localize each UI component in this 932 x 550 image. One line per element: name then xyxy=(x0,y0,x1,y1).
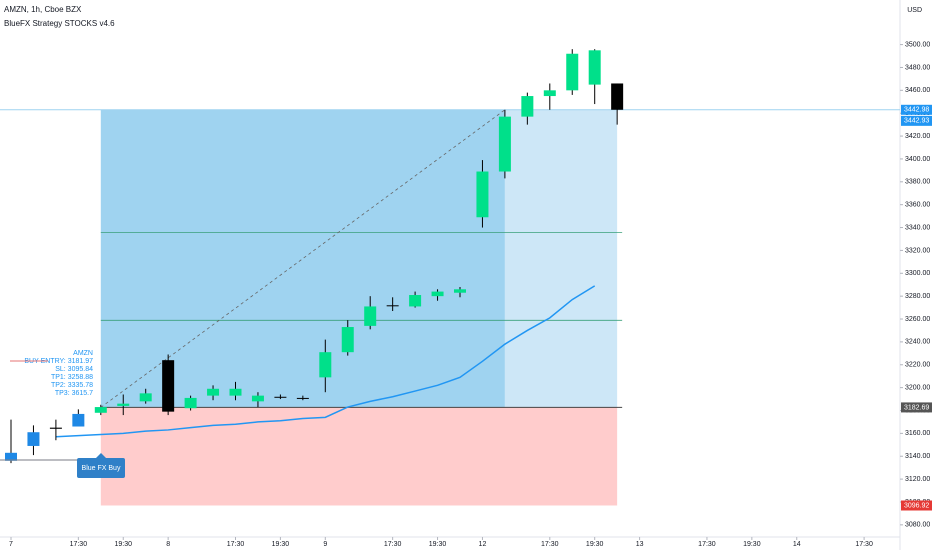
y-tick-label: 3200.00 xyxy=(905,384,930,391)
candle-body xyxy=(566,53,579,91)
moving-average xyxy=(55,285,596,438)
candle-body xyxy=(229,388,242,396)
price-label-bg xyxy=(901,500,932,511)
candle-body xyxy=(431,291,444,297)
candle-body xyxy=(498,116,511,172)
candle-body xyxy=(386,305,399,307)
signal-text: AMZN xyxy=(73,350,93,357)
x-tick-label: 19:30 xyxy=(743,541,761,548)
y-tick-label: 3080.00 xyxy=(905,522,930,529)
candle-body xyxy=(27,432,40,446)
x-tick-label: 12 xyxy=(479,541,487,548)
y-tick-label: 3280.00 xyxy=(905,293,930,300)
x-tick-label: 19:30 xyxy=(114,541,132,548)
y-tick-label: 3360.00 xyxy=(905,202,930,209)
signal-text: TP2: 3335.78 xyxy=(51,382,93,389)
y-tick-label: 3500.00 xyxy=(905,41,930,48)
x-tick-label: 7 xyxy=(9,541,13,548)
y-tick-label: 3420.00 xyxy=(905,133,930,140)
x-tick-label: 17:30 xyxy=(698,541,716,548)
candle-body xyxy=(49,427,62,429)
signal-text: TP1: 3258.88 xyxy=(51,374,93,381)
candle-body xyxy=(543,90,556,97)
price-label: 3442.93 xyxy=(904,118,929,125)
y-tick-label: 3340.00 xyxy=(905,224,930,231)
y-tick-label: 3380.00 xyxy=(905,179,930,186)
candle-body xyxy=(611,83,624,110)
x-tick-label: 17:30 xyxy=(855,541,873,548)
profit-zone-ext xyxy=(504,109,618,408)
y-tick-label: 3240.00 xyxy=(905,339,930,346)
x-tick-label: 17:30 xyxy=(70,541,88,548)
candle-body xyxy=(274,396,287,398)
x-tick-label: 14 xyxy=(793,541,801,548)
y-tick-label: 3320.00 xyxy=(905,247,930,254)
chart-title: AMZN, 1h, Cboe BZX xyxy=(4,5,82,14)
price-label-bg xyxy=(901,115,932,126)
candle-body xyxy=(5,452,17,461)
candle-body xyxy=(319,352,332,378)
y-tick-label: 3300.00 xyxy=(905,270,930,277)
candle-body xyxy=(72,413,85,427)
price-label: 3182.69 xyxy=(904,404,929,411)
y-tick-label: 3220.00 xyxy=(905,362,930,369)
signal-arrow xyxy=(96,453,106,458)
indicator-name: BlueFX Strategy STOCKS v4.6 xyxy=(4,19,115,28)
candle-body xyxy=(94,407,107,413)
y-tick-label: 3480.00 xyxy=(905,64,930,71)
candle-body xyxy=(251,395,264,402)
price-label: 3442.98 xyxy=(904,107,929,114)
candle-body xyxy=(364,306,377,326)
candle-body xyxy=(162,360,175,412)
candle-body xyxy=(207,388,220,396)
signal-label: Blue FX Buy xyxy=(82,465,121,472)
candle-body xyxy=(341,327,354,353)
price-label: 3096.92 xyxy=(904,502,929,509)
candle-body xyxy=(521,96,534,117)
candle-body xyxy=(117,403,130,406)
candle-body xyxy=(296,397,309,399)
signal-text: BUY ENTRY: 3181.97 xyxy=(24,358,93,365)
y-tick-label: 3120.00 xyxy=(905,476,930,483)
x-tick-label: 19:30 xyxy=(429,541,447,548)
candle-body xyxy=(476,171,489,218)
x-tick-label: 8 xyxy=(166,541,170,548)
x-tick-label: 9 xyxy=(323,541,327,548)
signal-text: SL: 3095.84 xyxy=(55,366,93,373)
y-tick-label: 3400.00 xyxy=(905,156,930,163)
y-tick-label: 3140.00 xyxy=(905,453,930,460)
signal-box xyxy=(77,458,125,478)
x-tick-label: 13 xyxy=(636,541,644,548)
stop-zone xyxy=(100,407,618,506)
candle-body xyxy=(588,50,601,85)
y-tick-label: 3260.00 xyxy=(905,316,930,323)
price-label-bg xyxy=(901,402,932,413)
x-tick-label: 17:30 xyxy=(384,541,402,548)
signal-text: TP3: 3615.7 xyxy=(55,390,93,397)
x-tick-label: 17:30 xyxy=(541,541,559,548)
price-label-bg xyxy=(901,104,932,115)
candle-body xyxy=(409,295,422,307)
y-tick-label: 3160.00 xyxy=(905,430,930,437)
currency: USD xyxy=(907,7,922,14)
x-tick-label: 17:30 xyxy=(227,541,245,548)
x-tick-label: 19:30 xyxy=(586,541,604,548)
y-tick-label: 3460.00 xyxy=(905,87,930,94)
candle-body xyxy=(184,397,197,409)
x-tick-label: 19:30 xyxy=(272,541,290,548)
candle-body xyxy=(139,393,152,402)
candle-body xyxy=(454,289,466,293)
